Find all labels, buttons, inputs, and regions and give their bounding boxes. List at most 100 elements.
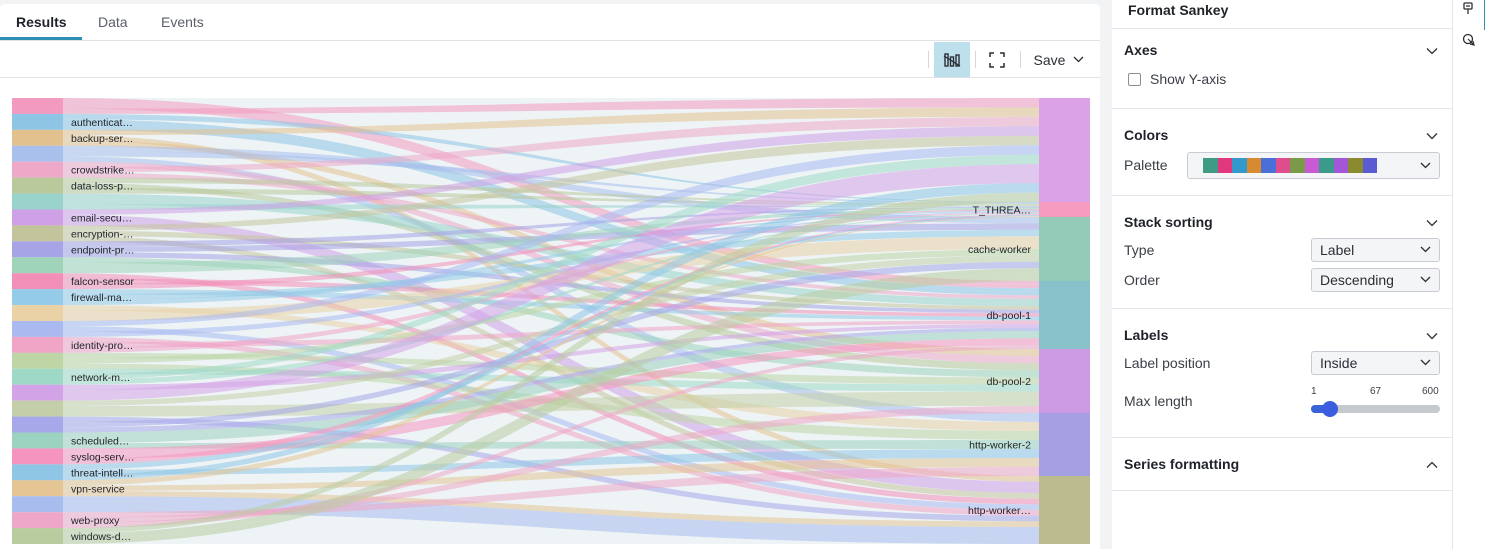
sankey-link[interactable] (63, 154, 1039, 380)
sankey-link[interactable] (63, 331, 1039, 438)
sankey-target-node[interactable] (1039, 202, 1090, 217)
sankey-link[interactable] (63, 345, 1039, 529)
sankey-source-node[interactable] (12, 464, 63, 481)
sankey-link[interactable] (63, 209, 1039, 290)
sankey-source-node[interactable] (12, 496, 63, 513)
sankey-link[interactable] (63, 107, 1039, 136)
tab-events[interactable]: Events (161, 14, 204, 30)
sankey-link[interactable] (63, 113, 1039, 203)
sankey-link[interactable] (63, 135, 1039, 231)
sankey-link[interactable] (63, 257, 1039, 378)
chevron-up-icon[interactable] (1426, 459, 1438, 471)
show-y-axis-checkbox[interactable] (1128, 73, 1141, 86)
chevron-down-icon[interactable] (1426, 130, 1438, 142)
sankey-link[interactable] (63, 151, 1039, 204)
sankey-link[interactable] (63, 188, 1039, 206)
series-formatting-heading[interactable]: Series formatting (1124, 456, 1240, 472)
sankey-link[interactable] (63, 215, 1039, 470)
sankey-link[interactable] (63, 416, 1039, 522)
sankey-link[interactable] (63, 211, 1039, 337)
sankey-source-node[interactable] (12, 193, 63, 210)
sankey-link[interactable] (63, 336, 1039, 516)
sankey-source-node[interactable] (12, 336, 63, 353)
save-button[interactable]: Save (1027, 42, 1091, 77)
sankey-link[interactable] (63, 490, 1039, 527)
sankey-link[interactable] (63, 496, 1039, 533)
sankey-source-node[interactable] (12, 161, 63, 178)
sankey-source-node[interactable] (12, 321, 63, 337)
sankey-link[interactable] (63, 405, 1039, 523)
sankey-link[interactable] (63, 145, 1039, 327)
label-position-select[interactable]: Inside (1311, 351, 1440, 375)
sankey-source-node[interactable] (12, 528, 63, 544)
sankey-source-node[interactable] (12, 225, 63, 242)
sankey-link[interactable] (63, 338, 1039, 454)
stack-sorting-heading[interactable]: Stack sorting (1124, 214, 1213, 230)
sankey-link[interactable] (63, 341, 1039, 460)
sankey-link[interactable] (63, 183, 1039, 481)
chevron-down-icon[interactable] (1426, 217, 1438, 229)
chevron-down-icon[interactable] (1426, 45, 1438, 57)
cursor-settings-icon[interactable] (1462, 33, 1475, 46)
sankey-source-node[interactable] (12, 113, 63, 130)
sankey-link[interactable] (63, 352, 1039, 385)
sankey-target-node[interactable] (1039, 281, 1090, 349)
slider-thumb[interactable] (1322, 401, 1339, 417)
sankey-link[interactable] (63, 177, 1039, 205)
sankey-link[interactable] (63, 334, 1039, 444)
sankey-link[interactable] (63, 326, 1039, 510)
sankey-source-node[interactable] (12, 512, 63, 529)
sankey-link[interactable] (63, 327, 1039, 433)
sankey-target-node[interactable] (1039, 349, 1090, 413)
sankey-source-node[interactable] (12, 289, 63, 306)
sankey-source-node[interactable] (12, 432, 63, 449)
tab-data[interactable]: Data (98, 14, 128, 30)
sankey-link[interactable] (63, 164, 1039, 396)
sankey-link[interactable] (63, 214, 1039, 465)
chart-type-button[interactable] (934, 42, 970, 77)
sankey-link[interactable] (63, 208, 1039, 274)
sankey-link[interactable] (63, 126, 1039, 215)
sankey-link[interactable] (63, 206, 1039, 247)
sankey-target-node[interactable] (1039, 98, 1090, 202)
sankey-link[interactable] (63, 236, 1039, 316)
sankey-link[interactable] (63, 216, 1039, 486)
sankey-link[interactable] (63, 213, 1039, 385)
max-length-slider[interactable] (1311, 401, 1440, 417)
sankey-link[interactable] (63, 210, 1039, 306)
colors-heading[interactable]: Colors (1124, 127, 1169, 143)
sankey-source-node[interactable] (12, 400, 63, 417)
sankey-source-node[interactable] (12, 305, 63, 321)
sort-type-select[interactable]: Label (1311, 238, 1440, 262)
sankey-source-node[interactable] (12, 177, 63, 194)
sankey-source-node[interactable] (12, 368, 63, 385)
sankey-link[interactable] (63, 103, 1039, 289)
sankey-link[interactable] (63, 268, 1039, 539)
sankey-link[interactable] (63, 192, 1039, 534)
sankey-link[interactable] (63, 261, 1039, 428)
sankey-source-node[interactable] (12, 416, 63, 433)
sankey-source-node[interactable] (12, 209, 63, 226)
sankey-link[interactable] (63, 198, 1039, 307)
sankey-link[interactable] (63, 98, 1039, 114)
sankey-target-node[interactable] (1039, 476, 1090, 544)
sankey-link[interactable] (63, 116, 1039, 173)
labels-heading[interactable]: Labels (1124, 327, 1169, 343)
sankey-link[interactable] (63, 124, 1039, 296)
sankey-source-node[interactable] (12, 448, 63, 465)
tab-results[interactable]: Results (16, 14, 67, 30)
sankey-link[interactable] (63, 506, 1039, 544)
axes-heading[interactable]: Axes (1124, 42, 1158, 58)
palette-select[interactable] (1187, 152, 1440, 179)
sankey-source-node[interactable] (12, 480, 63, 497)
sankey-source-node[interactable] (12, 257, 63, 274)
sankey-link[interactable] (63, 173, 1039, 401)
chevron-down-icon[interactable] (1426, 330, 1438, 342)
sankey-source-node[interactable] (12, 241, 63, 258)
fullscreen-button[interactable] (980, 42, 1014, 77)
sankey-link[interactable] (63, 249, 1039, 364)
sankey-target-node[interactable] (1039, 217, 1090, 281)
sort-order-select[interactable]: Descending (1311, 268, 1440, 292)
sankey-link[interactable] (63, 467, 1039, 518)
sankey-source-node[interactable] (12, 352, 63, 369)
